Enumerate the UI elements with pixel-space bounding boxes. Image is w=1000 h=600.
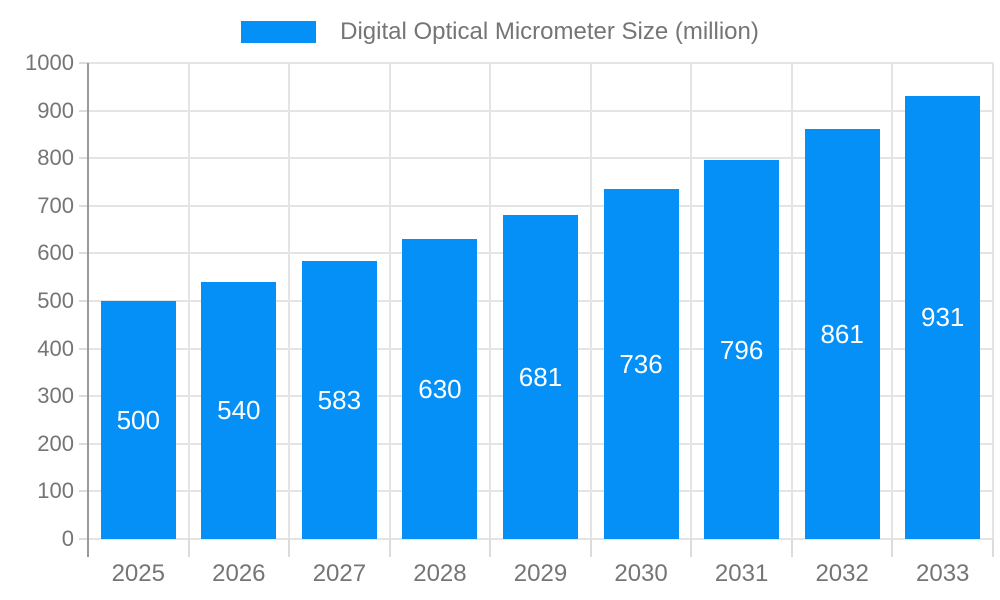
bar[interactable] xyxy=(402,239,478,539)
y-axis-label: 700 xyxy=(37,192,74,218)
x-gridline xyxy=(288,63,291,539)
x-axis-label: 2029 xyxy=(513,560,568,587)
y-gridline xyxy=(88,157,993,160)
y-axis-label: 800 xyxy=(37,145,74,171)
y-axis-label: 400 xyxy=(37,335,74,361)
y-gridline xyxy=(88,538,993,540)
legend-label[interactable]: Digital Optical Micrometer Size (million… xyxy=(340,18,759,45)
x-axis-label: 2033 xyxy=(916,560,970,587)
x-axis-label: 2030 xyxy=(614,560,668,587)
bar-value-label: 736 xyxy=(619,348,663,379)
bar-value-label: 540 xyxy=(217,395,261,426)
y-axis-line xyxy=(87,63,89,557)
y-axis-label: 300 xyxy=(37,383,74,409)
x-gridline xyxy=(187,63,190,539)
legend[interactable]: Digital Optical Micrometer Size (million… xyxy=(0,14,1000,50)
bar[interactable] xyxy=(704,160,780,539)
x-axis-label: 2026 xyxy=(212,560,266,587)
y-axis-tick xyxy=(79,300,88,302)
x-axis-tick xyxy=(489,539,492,557)
y-axis-tick xyxy=(79,62,88,64)
y-axis-tick xyxy=(79,442,88,445)
y-axis-label: 1000 xyxy=(25,50,74,75)
bar[interactable] xyxy=(603,188,679,539)
x-gridline xyxy=(690,63,693,539)
y-gridline xyxy=(88,62,993,64)
bar-value-label: 931 xyxy=(921,302,965,333)
x-gridline xyxy=(790,63,793,539)
x-axis-tick xyxy=(690,539,693,557)
x-gridline xyxy=(489,63,492,539)
bar[interactable] xyxy=(905,95,981,539)
bar-value-label: 681 xyxy=(518,361,563,392)
x-gridline xyxy=(589,63,592,539)
x-axis-tick xyxy=(388,539,391,557)
y-axis-tick xyxy=(79,252,88,255)
y-axis-label: 100 xyxy=(37,478,74,504)
x-axis-label: 2027 xyxy=(312,560,367,587)
x-axis-tick xyxy=(187,539,190,557)
y-axis-tick xyxy=(79,538,88,540)
y-axis-label: 0 xyxy=(61,526,74,551)
x-axis-tick xyxy=(891,539,894,557)
x-axis-label: 2025 xyxy=(111,560,165,587)
bar-value-label: 500 xyxy=(116,405,160,435)
y-axis-label: 200 xyxy=(37,430,74,456)
bar[interactable] xyxy=(100,301,176,539)
bar-value-label: 583 xyxy=(317,385,362,416)
y-axis-tick xyxy=(79,204,88,207)
y-axis-tick xyxy=(79,109,88,112)
bar-value-label: 861 xyxy=(820,319,864,350)
y-gridline xyxy=(88,204,993,207)
y-axis-tick xyxy=(79,490,88,493)
x-axis-tick xyxy=(288,539,291,557)
x-axis-label: 2031 xyxy=(714,560,769,587)
x-axis-label: 2028 xyxy=(413,560,467,587)
x-axis-tick xyxy=(992,539,994,557)
y-axis-label: 600 xyxy=(37,240,74,266)
bar[interactable] xyxy=(201,281,277,539)
bar[interactable] xyxy=(503,214,578,539)
bar-value-label: 796 xyxy=(719,334,764,365)
bar[interactable] xyxy=(301,261,377,539)
legend-swatch[interactable] xyxy=(241,21,317,43)
x-gridline xyxy=(992,63,994,539)
y-axis-label: 900 xyxy=(37,97,74,123)
x-axis-label: 2032 xyxy=(815,560,869,587)
y-axis-tick xyxy=(79,395,88,398)
x-axis-tick xyxy=(589,539,592,557)
y-gridline xyxy=(88,109,993,112)
bar-value-label: 630 xyxy=(418,374,462,405)
y-axis-tick xyxy=(79,347,88,350)
x-gridline xyxy=(891,63,894,539)
y-axis-tick xyxy=(79,157,88,160)
x-axis-tick xyxy=(790,539,793,557)
y-axis-label: 500 xyxy=(37,288,74,313)
bar[interactable] xyxy=(804,129,880,539)
x-gridline xyxy=(388,63,391,539)
